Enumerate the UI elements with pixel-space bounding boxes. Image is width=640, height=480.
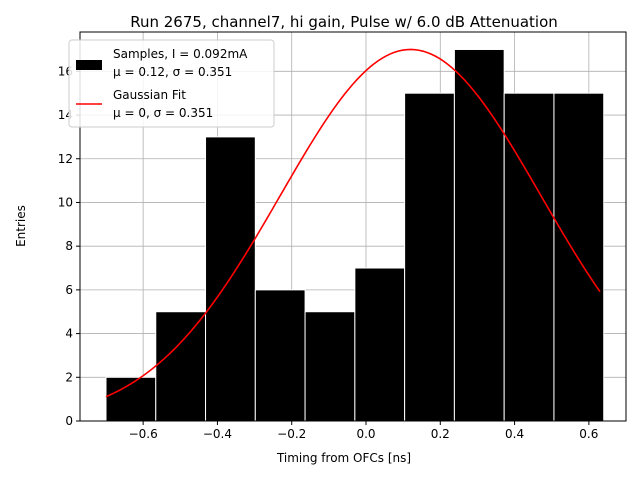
- x-tick-label: 0.4: [505, 427, 524, 441]
- legend-fit-stats: μ = 0, σ = 0.351: [113, 106, 213, 120]
- x-axis-ticks: −0.6 −0.4 −0.2 0.0 0.2 0.4 0.6: [129, 421, 598, 441]
- histogram-bar: [304, 311, 356, 422]
- x-tick-label: 0.6: [579, 427, 598, 441]
- histogram-bar: [354, 267, 406, 422]
- histogram-bar: [404, 92, 455, 422]
- legend-fit-label: Gaussian Fit: [113, 88, 186, 102]
- y-tick-label: 2: [65, 370, 73, 384]
- x-tick-label: 0.0: [356, 427, 375, 441]
- legend-histogram-stats: μ = 0.12, σ = 0.351: [113, 65, 232, 79]
- y-tick-label: 8: [65, 239, 73, 253]
- y-tick-label: 0: [65, 414, 73, 428]
- y-tick-label: 4: [65, 327, 73, 341]
- x-tick-label: 0.2: [431, 427, 450, 441]
- x-axis-label: Timing from OFCs [ns]: [276, 451, 411, 465]
- y-tick-label: 12: [58, 152, 73, 166]
- legend-box: [68, 39, 275, 128]
- y-tick-label: 6: [65, 283, 73, 297]
- x-tick-label: −0.6: [129, 427, 158, 441]
- histogram-bar: [503, 92, 555, 422]
- x-tick-label: −0.4: [203, 427, 232, 441]
- chart-title: Run 2675, channel7, hi gain, Pulse w/ 6.…: [130, 13, 558, 31]
- legend-histogram-swatch: [76, 60, 102, 70]
- histogram-bar: [453, 48, 505, 422]
- x-tick-label: −0.2: [277, 427, 306, 441]
- gaussian-fit-curve: [105, 48, 601, 398]
- legend-histogram-label: Samples, I = 0.092mA: [113, 47, 248, 61]
- histogram-bar: [155, 311, 207, 422]
- plot-frame: [79, 31, 627, 422]
- y-tick-label: 10: [58, 195, 73, 209]
- y-axis-label: Entries: [14, 205, 28, 247]
- histogram-bar: [254, 289, 306, 422]
- histogram-bar: [553, 92, 605, 422]
- legend: Samples, I = 0.092mA μ = 0.12, σ = 0.351…: [68, 39, 275, 128]
